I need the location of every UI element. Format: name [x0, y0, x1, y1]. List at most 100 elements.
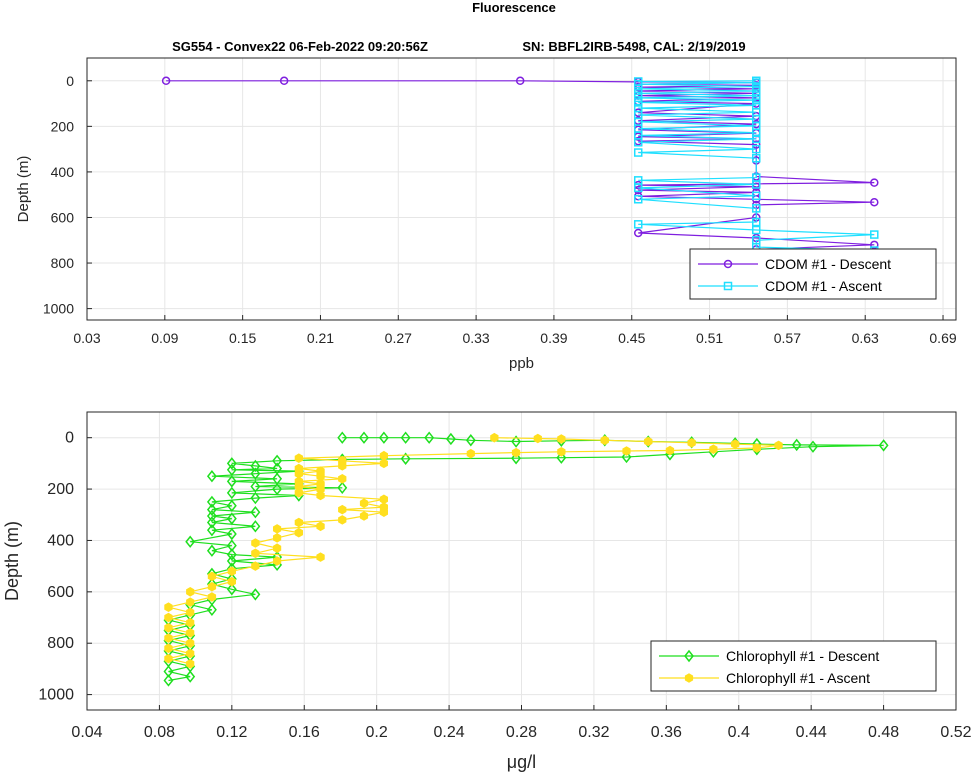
data-point-1	[186, 617, 195, 628]
legend-label-1: CDOM #1 - Ascent	[765, 278, 882, 294]
x-tick-label: 0.52	[940, 724, 971, 741]
data-point-1	[338, 515, 347, 525]
data-point-0	[515, 76, 525, 86]
data-point-1	[752, 86, 761, 96]
chlorophyll-axes: 0.04 0.08 0.12 0.16 0.2 0.24 0.28 0.32 0.36 0.4 0.…	[2, 411, 971, 772]
x-tick-label: 0.09	[151, 330, 178, 346]
data-point-1	[687, 438, 696, 448]
data-point-1	[294, 476, 303, 487]
data-point-0	[206, 603, 217, 617]
data-point-1	[164, 612, 173, 623]
data-point-0	[870, 178, 879, 187]
data-point-0	[511, 435, 522, 448]
y-axis-label: Depth (m)	[15, 156, 32, 223]
data-point-1	[273, 556, 282, 566]
figure-subtitle-left: SG554 - Convex22 06-Feb-2022 09:20:56Z	[172, 39, 428, 54]
data-point-1	[752, 443, 761, 453]
data-point-1	[774, 440, 783, 451]
data-point-0	[870, 197, 879, 207]
data-point-0	[226, 463, 237, 477]
data-point-1	[752, 76, 761, 86]
data-point-1	[251, 561, 260, 571]
data-point-1	[752, 217, 761, 227]
data-point-1	[752, 173, 761, 182]
legend-marker-1	[723, 281, 733, 291]
data-point-0	[206, 544, 217, 557]
data-point-1	[186, 628, 195, 638]
data-point-1	[207, 581, 217, 592]
legend-marker-0	[723, 259, 733, 269]
data-point-0	[400, 452, 411, 465]
data-point-0	[621, 450, 632, 464]
data-point-1	[273, 524, 282, 534]
x-tick-label: 0.21	[307, 330, 334, 346]
data-point-1	[752, 134, 761, 144]
data-point-1	[633, 176, 643, 185]
x-tick-label: 0.57	[774, 330, 801, 346]
data-point-1	[752, 204, 761, 213]
data-point-1	[251, 548, 260, 559]
data-point-0	[250, 588, 261, 601]
data-point-1	[207, 571, 217, 582]
data-point-1	[164, 623, 173, 633]
data-point-0	[161, 76, 171, 86]
data-point-0	[226, 512, 237, 525]
data-point-0	[250, 520, 261, 533]
data-point-1	[186, 597, 195, 607]
data-point-0	[226, 527, 237, 541]
data-point-0	[250, 491, 261, 505]
data-point-0	[272, 454, 283, 468]
data-point-0	[337, 481, 348, 494]
data-point-0	[359, 431, 369, 444]
data-point-1	[633, 93, 643, 103]
data-point-1	[164, 643, 173, 654]
data-point-1	[511, 447, 521, 458]
x-tick-label: 0.63	[852, 330, 879, 346]
data-point-1	[752, 95, 761, 105]
data-point-1	[316, 479, 325, 489]
data-point-1	[633, 220, 643, 229]
data-point-1	[164, 653, 173, 664]
data-point-1	[752, 191, 761, 201]
data-point-1	[294, 453, 303, 463]
x-tick-label: 0.32	[578, 724, 609, 741]
y-tick-label: 0	[65, 430, 74, 447]
data-point-1	[731, 439, 740, 449]
data-point-0	[808, 440, 818, 453]
x-tick-label: 0.39	[540, 330, 567, 346]
data-point-1	[251, 538, 260, 548]
data-point-0	[226, 486, 237, 500]
x-tick-label: 0.69	[929, 330, 956, 346]
data-point-1	[227, 576, 236, 587]
data-point-0	[206, 516, 217, 529]
data-point-1	[633, 77, 643, 86]
data-point-0	[272, 482, 283, 496]
figure-subtitle-right: SN: BBFL2IRB-5498, CAL: 2/19/2019	[522, 39, 745, 54]
data-point-0	[206, 523, 217, 537]
x-tick-label: 0.08	[144, 724, 175, 741]
data-point-0	[791, 438, 802, 452]
data-point-1	[665, 445, 675, 456]
x-tick-label: 0.44	[796, 724, 827, 741]
data-point-0	[206, 470, 217, 483]
data-point-1	[186, 607, 195, 618]
data-point-0	[226, 583, 237, 596]
legend-marker-1	[684, 673, 694, 683]
figure-title: Fluorescence	[472, 0, 556, 15]
axes-box	[86, 57, 957, 321]
data-point-1	[752, 91, 761, 100]
data-point-1	[752, 225, 761, 235]
legend-marker-0	[684, 649, 694, 663]
x-axis-label: μg/l	[507, 752, 536, 772]
y-tick-label: 400	[51, 164, 75, 180]
data-point-0	[250, 505, 261, 519]
data-point-1	[186, 659, 195, 669]
data-point-1	[870, 230, 879, 239]
data-point-0	[206, 509, 217, 523]
x-tick-label: 0.15	[229, 330, 256, 346]
data-point-1	[752, 144, 761, 154]
data-point-1	[316, 552, 325, 562]
data-point-0	[378, 431, 389, 444]
y-tick-label: 1000	[38, 687, 74, 704]
